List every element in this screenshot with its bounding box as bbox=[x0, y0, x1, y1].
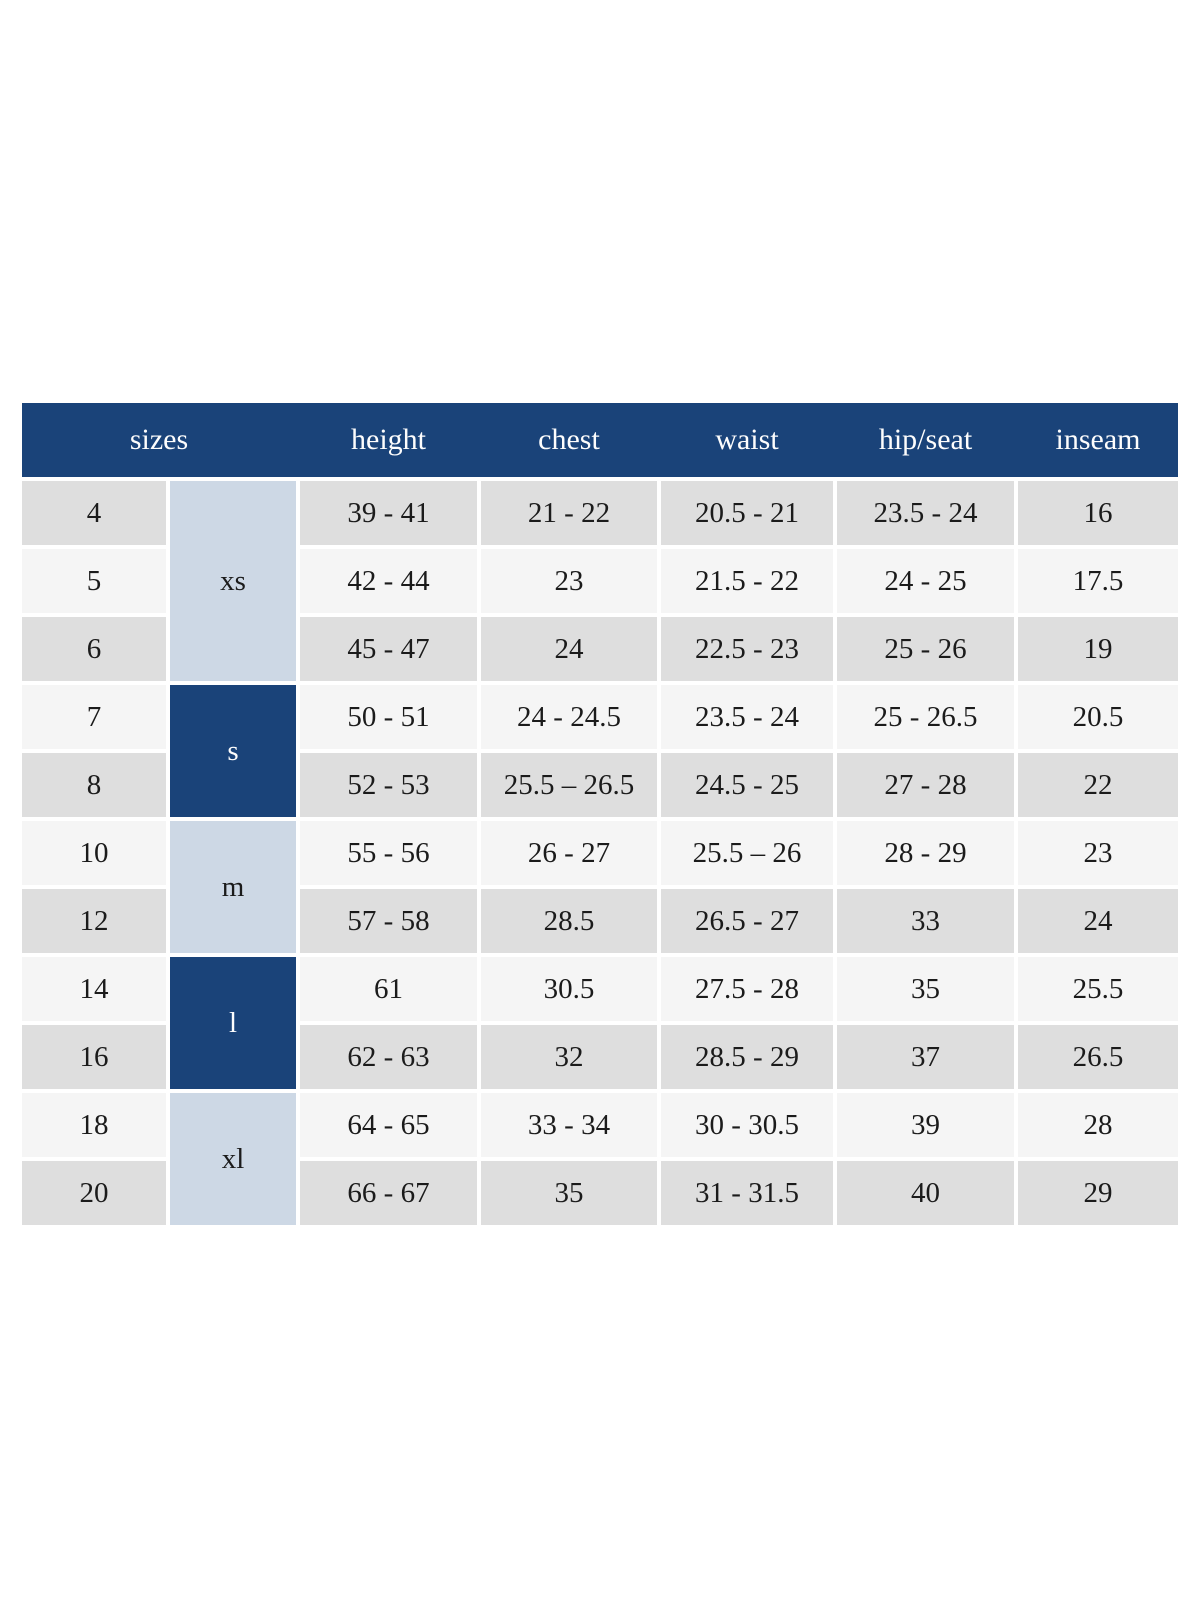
inseam-cell: 20.5 bbox=[1018, 685, 1178, 749]
inseam-cell: 26.5 bbox=[1018, 1025, 1178, 1089]
chest-cell: 24 bbox=[481, 617, 657, 681]
size-cell: 4 bbox=[22, 481, 166, 545]
height-cell: 61 bbox=[300, 957, 477, 1021]
hip-seat-cell: 39 bbox=[837, 1093, 1014, 1157]
size-group-cell-l: l bbox=[170, 957, 296, 1089]
inseam-cell: 17.5 bbox=[1018, 549, 1178, 613]
size-group-cell-s: s bbox=[170, 685, 296, 817]
column-header-waist: waist bbox=[715, 423, 779, 456]
size-cell: 16 bbox=[22, 1025, 166, 1089]
hip-seat-cell: 33 bbox=[837, 889, 1014, 953]
height-cell: 50 - 51 bbox=[300, 685, 477, 749]
height-cell: 55 - 56 bbox=[300, 821, 477, 885]
height-cell: 62 - 63 bbox=[300, 1025, 477, 1089]
chest-cell: 24 - 24.5 bbox=[481, 685, 657, 749]
chest-cell: 23 bbox=[481, 549, 657, 613]
size-group-cell-m: m bbox=[170, 821, 296, 953]
inseam-cell: 28 bbox=[1018, 1093, 1178, 1157]
chest-cell: 21 - 22 bbox=[481, 481, 657, 545]
hip-seat-cell: 35 bbox=[837, 957, 1014, 1021]
table-header-row: sizes height chest waist hip/seat inseam bbox=[22, 403, 1178, 477]
waist-cell: 31 - 31.5 bbox=[661, 1161, 833, 1225]
size-cell: 8 bbox=[22, 753, 166, 817]
size-cell: 12 bbox=[22, 889, 166, 953]
inseam-cell: 23 bbox=[1018, 821, 1178, 885]
chest-cell: 26 - 27 bbox=[481, 821, 657, 885]
size-cell: 5 bbox=[22, 549, 166, 613]
height-cell: 52 - 53 bbox=[300, 753, 477, 817]
waist-cell: 26.5 - 27 bbox=[661, 889, 833, 953]
inseam-cell: 19 bbox=[1018, 617, 1178, 681]
chest-cell: 32 bbox=[481, 1025, 657, 1089]
height-cell: 64 - 65 bbox=[300, 1093, 477, 1157]
size-chart-table: sizes height chest waist hip/seat inseam… bbox=[22, 403, 1178, 1225]
waist-cell: 25.5 – 26 bbox=[661, 821, 833, 885]
inseam-cell: 22 bbox=[1018, 753, 1178, 817]
hip-seat-cell: 23.5 - 24 bbox=[837, 481, 1014, 545]
size-group-cell-xl: xl bbox=[170, 1093, 296, 1225]
hip-seat-cell: 28 - 29 bbox=[837, 821, 1014, 885]
table-body: 4 xs 39 - 41 21 - 22 20.5 - 21 23.5 - 24… bbox=[22, 481, 1178, 1225]
height-cell: 39 - 41 bbox=[300, 481, 477, 545]
size-group-cell-xs: xs bbox=[170, 481, 296, 681]
chest-cell: 33 - 34 bbox=[481, 1093, 657, 1157]
hip-seat-cell: 24 - 25 bbox=[837, 549, 1014, 613]
inseam-cell: 29 bbox=[1018, 1161, 1178, 1225]
column-header-chest: chest bbox=[538, 423, 600, 456]
size-cell: 14 bbox=[22, 957, 166, 1021]
hip-seat-cell: 25 - 26.5 bbox=[837, 685, 1014, 749]
waist-cell: 21.5 - 22 bbox=[661, 549, 833, 613]
column-header-hip-seat: hip/seat bbox=[878, 423, 973, 456]
inseam-cell: 25.5 bbox=[1018, 957, 1178, 1021]
size-cell: 10 bbox=[22, 821, 166, 885]
column-header-height: height bbox=[351, 423, 426, 456]
waist-cell: 30 - 30.5 bbox=[661, 1093, 833, 1157]
waist-cell: 24.5 - 25 bbox=[661, 753, 833, 817]
hip-seat-cell: 25 - 26 bbox=[837, 617, 1014, 681]
waist-cell: 22.5 - 23 bbox=[661, 617, 833, 681]
hip-seat-cell: 40 bbox=[837, 1161, 1014, 1225]
chest-cell: 35 bbox=[481, 1161, 657, 1225]
height-cell: 42 - 44 bbox=[300, 549, 477, 613]
waist-cell: 27.5 - 28 bbox=[661, 957, 833, 1021]
size-cell: 20 bbox=[22, 1161, 166, 1225]
chest-cell: 25.5 – 26.5 bbox=[481, 753, 657, 817]
column-header-inseam: inseam bbox=[1055, 423, 1141, 456]
inseam-cell: 16 bbox=[1018, 481, 1178, 545]
inseam-cell: 24 bbox=[1018, 889, 1178, 953]
height-cell: 45 - 47 bbox=[300, 617, 477, 681]
hip-seat-cell: 37 bbox=[837, 1025, 1014, 1089]
hip-seat-cell: 27 - 28 bbox=[837, 753, 1014, 817]
height-cell: 57 - 58 bbox=[300, 889, 477, 953]
waist-cell: 28.5 - 29 bbox=[661, 1025, 833, 1089]
waist-cell: 23.5 - 24 bbox=[661, 685, 833, 749]
height-cell: 66 - 67 bbox=[300, 1161, 477, 1225]
waist-cell: 20.5 - 21 bbox=[661, 481, 833, 545]
chest-cell: 30.5 bbox=[481, 957, 657, 1021]
size-cell: 6 bbox=[22, 617, 166, 681]
size-cell: 18 bbox=[22, 1093, 166, 1157]
column-header-sizes: sizes bbox=[129, 423, 189, 456]
size-cell: 7 bbox=[22, 685, 166, 749]
chest-cell: 28.5 bbox=[481, 889, 657, 953]
